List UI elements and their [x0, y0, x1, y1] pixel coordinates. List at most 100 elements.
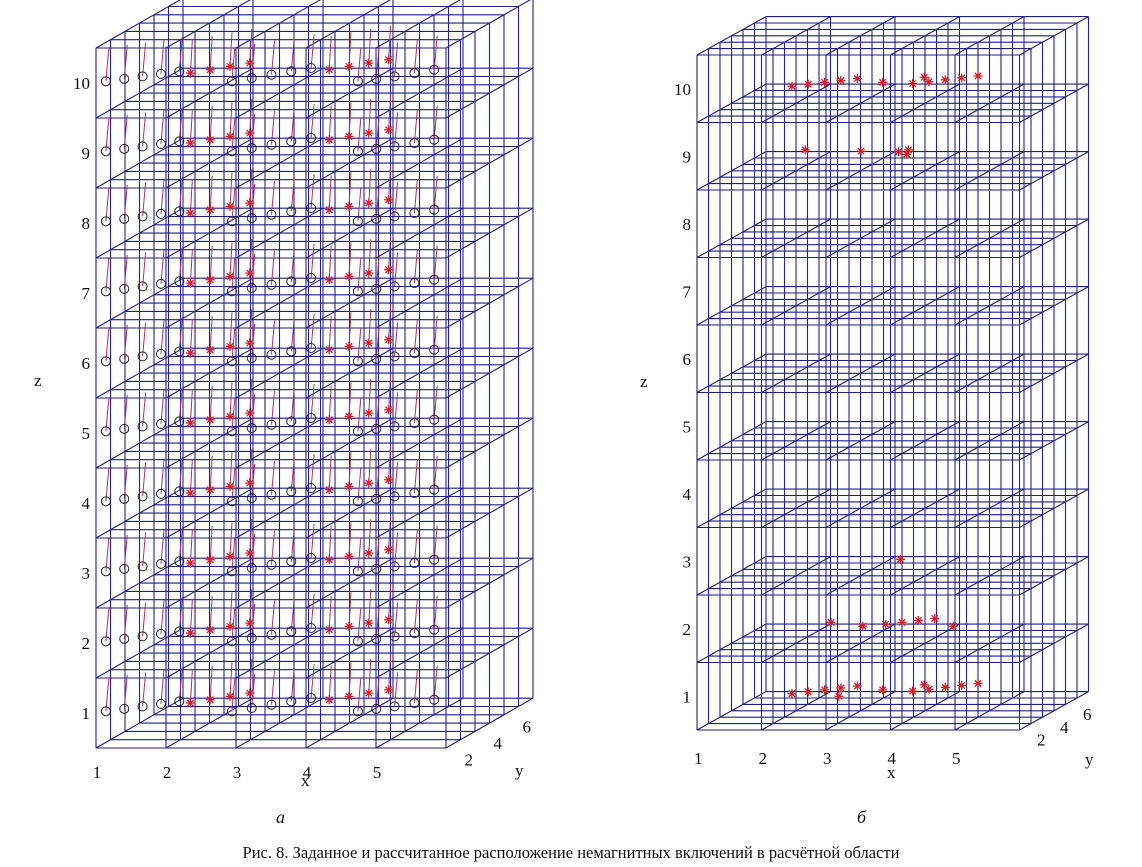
circle-marker: [174, 206, 185, 217]
circle-marker: [371, 563, 382, 574]
star-marker: [324, 275, 334, 285]
direction-line: [368, 589, 372, 624]
circle-marker: [226, 636, 237, 647]
star-stroke: [925, 685, 933, 693]
star-marker: [364, 618, 374, 628]
direction-line: [142, 322, 147, 357]
star-stroke: [226, 62, 234, 71]
circle-marker: [371, 493, 382, 504]
direction-line: [160, 249, 165, 284]
direction-line: [249, 659, 253, 694]
z-tick-label: 9: [82, 144, 91, 163]
direction-line: [123, 394, 128, 429]
star-stroke: [226, 342, 234, 351]
circle-marker: [266, 699, 277, 710]
circle-marker: [429, 624, 440, 635]
direction-line: [357, 327, 362, 362]
circle-marker: [100, 286, 111, 297]
star-stroke: [958, 74, 966, 82]
direction-line: [290, 667, 295, 702]
circle-marker: [409, 418, 420, 429]
star-marker: [364, 478, 374, 488]
direction-line: [375, 184, 380, 219]
star-marker: [344, 411, 354, 421]
star-marker: [364, 268, 374, 278]
circle-marker: [306, 273, 317, 284]
star-stroke: [879, 78, 887, 86]
direction-line: [271, 390, 275, 425]
circle-marker: [409, 488, 420, 499]
star-stroke: [226, 552, 234, 561]
star-stroke: [206, 556, 214, 564]
star-marker: [856, 146, 866, 156]
star-marker: [344, 341, 354, 351]
circle-marker: [155, 698, 166, 709]
direction-line: [251, 113, 256, 149]
direction-line: [209, 665, 213, 700]
circle-marker: [246, 563, 257, 574]
circle-marker: [371, 143, 382, 154]
z-tick-label: 7: [82, 284, 91, 303]
direction-line: [105, 187, 110, 222]
star-stroke: [365, 689, 373, 697]
direction-line: [123, 114, 128, 149]
direction-line: [178, 387, 183, 422]
star-stroke: [365, 129, 373, 137]
direction-line: [178, 107, 183, 142]
direction-line: [231, 117, 236, 152]
star-marker: [364, 58, 374, 68]
star-stroke: [820, 78, 829, 86]
star-stroke: [920, 681, 928, 689]
circle-marker: [100, 706, 111, 717]
star-stroke: [345, 482, 353, 491]
x-tick-label: 3: [233, 763, 242, 782]
star-stroke: [365, 199, 373, 207]
y-tick-label: 4: [1060, 718, 1069, 737]
direction-line: [368, 449, 372, 484]
direction-line: [142, 182, 147, 217]
y-tick-label: 2: [465, 751, 474, 770]
y-tick-label: 6: [523, 718, 532, 737]
direction-line: [229, 522, 233, 557]
star-stroke: [186, 489, 195, 497]
direction-line: [229, 102, 233, 137]
star-stroke: [186, 629, 195, 637]
circle-marker: [429, 554, 440, 565]
star-marker: [245, 548, 255, 558]
direction-line: [310, 104, 315, 139]
direction-line: [105, 467, 110, 502]
direction-line: [357, 117, 362, 152]
panel-a-x-axis-label: x: [301, 771, 310, 790]
direction-line: [413, 668, 418, 704]
direction-line: [328, 385, 332, 420]
circle-marker: [429, 64, 440, 75]
star-marker: [973, 678, 983, 688]
circle-marker: [371, 73, 382, 84]
star-stroke: [226, 272, 234, 281]
star-marker: [957, 73, 967, 83]
star-marker: [384, 125, 394, 135]
star-stroke: [384, 336, 393, 344]
star-stroke: [896, 555, 905, 563]
star-stroke: [345, 202, 353, 211]
x-tick-label: 5: [952, 749, 961, 768]
direction-line: [328, 665, 332, 700]
direction-line: [290, 527, 295, 562]
star-stroke: [949, 622, 957, 630]
circle-marker: [266, 419, 277, 430]
star-marker: [787, 81, 797, 91]
z-tick-label: 1: [82, 704, 91, 723]
star-stroke: [226, 132, 234, 141]
direction-line: [310, 314, 315, 349]
star-stroke: [325, 696, 333, 704]
direction-line: [160, 109, 165, 144]
y-tick-label: 2: [1037, 731, 1046, 750]
circle-marker: [352, 356, 363, 367]
circle-marker: [137, 701, 148, 712]
z-tick-label: 5: [683, 417, 692, 436]
star-stroke: [925, 78, 933, 86]
vertical-grid-lines: [95, 0, 534, 748]
direction-line: [413, 598, 418, 634]
star-stroke: [345, 62, 353, 71]
direction-line: [251, 393, 256, 429]
